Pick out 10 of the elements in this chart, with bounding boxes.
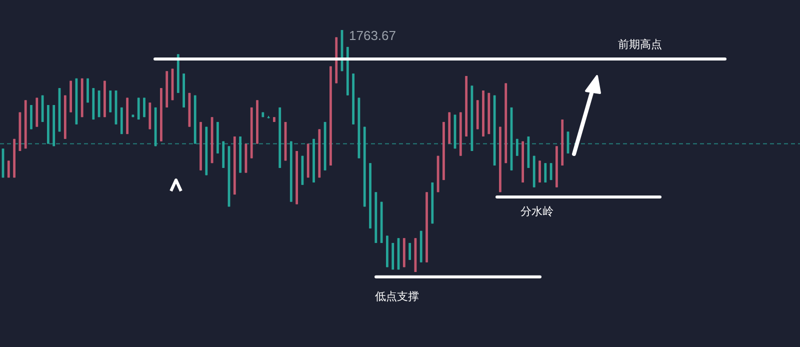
candlestick: [538, 160, 541, 183]
candlestick: [544, 162, 547, 183]
ref-line-label: 低点支撑: [375, 290, 419, 303]
candlestick: [109, 90, 112, 113]
ref-line-label: 分水岭: [520, 205, 554, 218]
ref-line-label: 前期高点: [618, 38, 662, 51]
annotation: 1763.67: [349, 28, 396, 43]
candlestick: [550, 162, 552, 181]
candlestick: [7, 160, 10, 178]
candlestick: [408, 242, 411, 260]
